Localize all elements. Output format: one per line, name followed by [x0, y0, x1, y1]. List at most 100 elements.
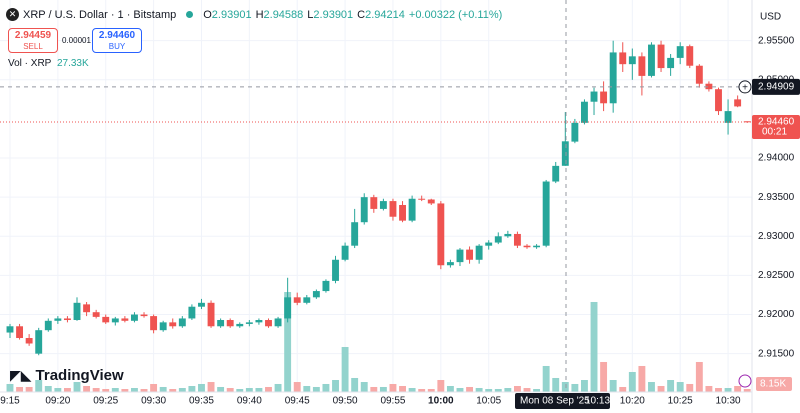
volume-bar [475, 388, 483, 392]
volume-bar [638, 365, 646, 392]
candle-body [25, 338, 33, 344]
candle-body [284, 297, 292, 319]
volume-bar [360, 382, 368, 392]
volume-bar [581, 379, 588, 392]
candle-body [389, 201, 397, 217]
candle-body [648, 44, 655, 76]
candle-body [63, 318, 71, 321]
volume-bar [63, 388, 71, 392]
volume-bar [648, 382, 655, 392]
x-tick-label: 9:15 [0, 396, 20, 407]
sell-price: 2.94459 [14, 30, 52, 41]
candle-body [715, 89, 722, 112]
candle-body [226, 320, 234, 327]
volume-bar [533, 388, 541, 392]
volume-bar [44, 385, 52, 392]
volume-bar [341, 346, 349, 392]
candle-body [207, 302, 215, 327]
ohlc-key: L [307, 8, 314, 21]
candle-body [590, 91, 598, 102]
ohlc-value: 2.94588 [263, 8, 304, 21]
candle-body [504, 233, 512, 237]
candle-body [600, 91, 608, 104]
ohlc-key: H [255, 8, 264, 21]
volume-bar [399, 385, 406, 392]
volume-bar [743, 389, 751, 392]
candle-body [542, 181, 550, 246]
volume-bar [446, 385, 454, 392]
volume-bar [322, 383, 330, 392]
volume-bar [695, 361, 703, 392]
volume-bar [504, 388, 512, 392]
price-axis-bg [752, 0, 800, 413]
x-tick-label: 10:25 [668, 396, 693, 407]
buy-label: BUY [108, 42, 126, 51]
candle-body [695, 65, 703, 84]
last-price-label: 2.94460 [758, 117, 795, 128]
crosshair-price-tag [752, 78, 800, 95]
candle-body [303, 297, 311, 303]
logo-icon: ◤◣ [10, 367, 32, 383]
candle-body [456, 249, 464, 263]
ohlc-value: 2.94214 [365, 8, 405, 21]
volume-bar [513, 385, 521, 392]
candle-body [111, 318, 119, 323]
volume-bar [379, 386, 387, 392]
x-tick-label: 09:20 [45, 396, 70, 407]
candle-body [178, 318, 186, 327]
candle-body [379, 201, 387, 209]
logo: ◤◣ TradingView [10, 367, 124, 384]
candle-body [121, 318, 129, 321]
crosshair-time-tag [515, 393, 610, 409]
candle-body [513, 233, 521, 246]
x-tick-label: 10:00 [428, 396, 454, 407]
symbol[interactable]: XRP / U.S. Dollar · 1 · Bitstamp [23, 8, 177, 21]
volume-bar [25, 386, 33, 392]
candle-body [561, 141, 569, 166]
candle-body [236, 323, 244, 327]
y-tick-label: 2.92000 [758, 309, 795, 320]
logo-text: TradingView [35, 367, 124, 384]
candle-body [667, 57, 675, 69]
candle-body [293, 297, 301, 303]
volume-bar [303, 385, 311, 392]
ohlc-item: O2.93901 [203, 9, 251, 21]
candle-body [198, 302, 205, 307]
volume-legend-value: 27.33K [56, 58, 89, 69]
volume-bar [686, 383, 694, 392]
ohlc-key: O [203, 8, 212, 21]
volume-bar [667, 379, 675, 392]
volume-legend-label: Vol · XRP [8, 58, 52, 69]
volume-bar [92, 388, 100, 392]
volume-bar [332, 379, 339, 392]
y-tick-label: 2.91500 [758, 348, 795, 359]
ohlc-key: C [357, 8, 366, 21]
symbol-icon: ✕ [6, 8, 19, 21]
candle-body [533, 245, 541, 248]
candle-body [73, 302, 81, 321]
add-alert-icon: + [742, 83, 748, 94]
candle-body [619, 52, 627, 65]
sell-button[interactable]: 2.94459 SELL [8, 28, 58, 53]
y-axis-label: USD [760, 12, 781, 23]
volume-bar [150, 383, 158, 392]
candle-body [150, 316, 158, 331]
buy-price: 2.94460 [98, 30, 136, 41]
candle-body [54, 318, 62, 321]
volume-tag-label: 8.15K [760, 379, 786, 390]
volume-bar [523, 388, 531, 392]
volume-bar [188, 385, 196, 392]
volume-bar [16, 386, 24, 392]
candle-body [628, 56, 636, 65]
volume-bar [102, 388, 110, 392]
volume-bar [427, 388, 435, 392]
volume-bar [600, 361, 608, 392]
volume-bar [571, 383, 579, 392]
candle-body [92, 312, 100, 317]
volume-bar [494, 388, 502, 392]
candle-body [437, 203, 445, 266]
buy-button[interactable]: 2.94460 BUY [92, 28, 142, 53]
volume-bar [236, 388, 244, 392]
volume-bar [609, 379, 617, 392]
